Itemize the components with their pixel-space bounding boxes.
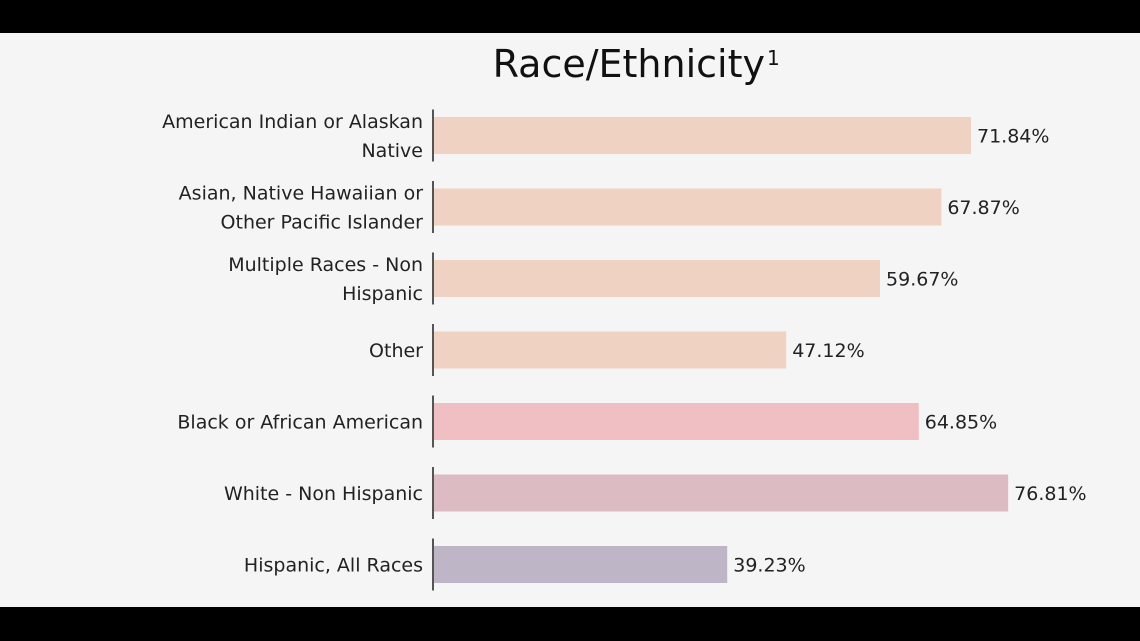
category-label: American Indian or Alaskan Native: [162, 111, 423, 162]
value-label: 67.87%: [947, 197, 1019, 219]
value-label: 47.12%: [792, 340, 864, 362]
category-label: Asian, Native Hawaiian or Other Pacific I…: [179, 183, 424, 234]
category-label-line: Hispanic: [342, 283, 423, 305]
category-label: White - Non Hispanic: [224, 483, 423, 505]
category-label: Multiple Races - Non Hispanic: [228, 254, 423, 305]
category-label: Other: [369, 340, 423, 362]
value-label: 71.84%: [977, 126, 1049, 148]
bar: [434, 546, 728, 583]
chart-title-superscript: 1: [767, 46, 780, 70]
bar: [434, 403, 919, 440]
bar: [434, 474, 1009, 512]
bar: [434, 188, 942, 226]
bar: [434, 260, 881, 297]
bar: [434, 331, 787, 369]
bar-chart: Race/Ethnicity 1 71.84% American Indian o…: [162, 42, 1087, 591]
category-label: Hispanic, All Races: [244, 555, 423, 577]
chart-title: Race/Ethnicity: [493, 42, 765, 86]
category-label-line: Other: [369, 340, 423, 362]
value-label: 39.23%: [733, 555, 805, 577]
value-label: 64.85%: [925, 412, 997, 434]
bar: [434, 117, 971, 154]
value-label: 59.67%: [886, 269, 958, 291]
category-label-line: Multiple Races - Non: [228, 254, 423, 276]
category-label-line: White - Non Hispanic: [224, 483, 423, 505]
chart-panel: Race/Ethnicity 1 71.84% American Indian o…: [0, 33, 1140, 607]
category-label-line: Black or African American: [177, 412, 423, 434]
category-label: Black or African American: [177, 412, 423, 434]
category-label-line: Native: [361, 140, 423, 162]
category-label-line: Other Pacific Islander: [221, 212, 424, 234]
category-label-line: Hispanic, All Races: [244, 555, 423, 577]
value-label: 76.81%: [1014, 483, 1086, 505]
category-label-line: Asian, Native Hawaiian or: [179, 183, 424, 205]
category-label-line: American Indian or Alaskan: [162, 111, 423, 133]
